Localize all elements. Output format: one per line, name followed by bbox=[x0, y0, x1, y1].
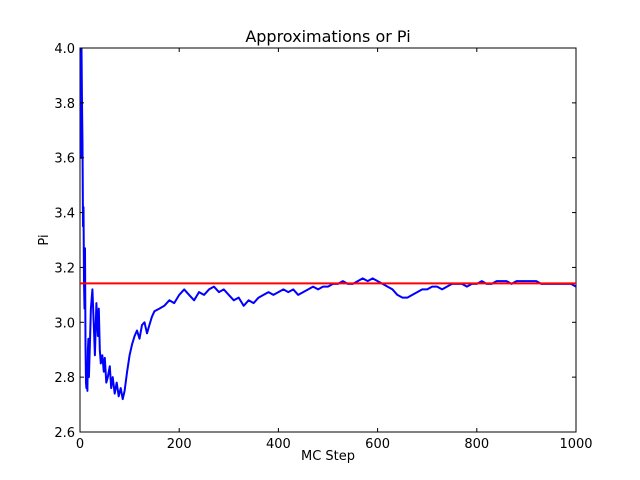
series-layer bbox=[80, 48, 576, 401]
y-tick-label: 4.0 bbox=[54, 42, 75, 57]
y-tick-label: 3.0 bbox=[54, 316, 75, 331]
x-axis-label: MC Step bbox=[301, 449, 355, 464]
x-tick-label: 600 bbox=[365, 437, 390, 452]
x-tick-label: 0 bbox=[76, 437, 84, 452]
x-tick-label: 200 bbox=[167, 437, 192, 452]
x-tick-label: 400 bbox=[266, 437, 291, 452]
y-tick-label: 3.2 bbox=[54, 261, 75, 276]
tick-layer: 0 200 400 600 800 1000 2.6 2.8 3.0 3.2 3.4 3.6 3.8 4.… bbox=[54, 42, 592, 452]
y-tick-label: 3.8 bbox=[54, 97, 75, 112]
x-tick-label: 800 bbox=[464, 437, 489, 452]
x-tick-label: 1000 bbox=[559, 437, 592, 452]
chart-title: Approximations or Pi bbox=[245, 27, 410, 46]
y-tick-label: 2.8 bbox=[54, 371, 75, 386]
y-tick-label: 3.6 bbox=[54, 152, 75, 167]
y-tick-label: 3.4 bbox=[54, 207, 75, 222]
y-axis-label: Pi bbox=[37, 234, 52, 245]
plot-frame bbox=[79, 47, 577, 433]
y-tick-label: 2.6 bbox=[54, 426, 75, 441]
